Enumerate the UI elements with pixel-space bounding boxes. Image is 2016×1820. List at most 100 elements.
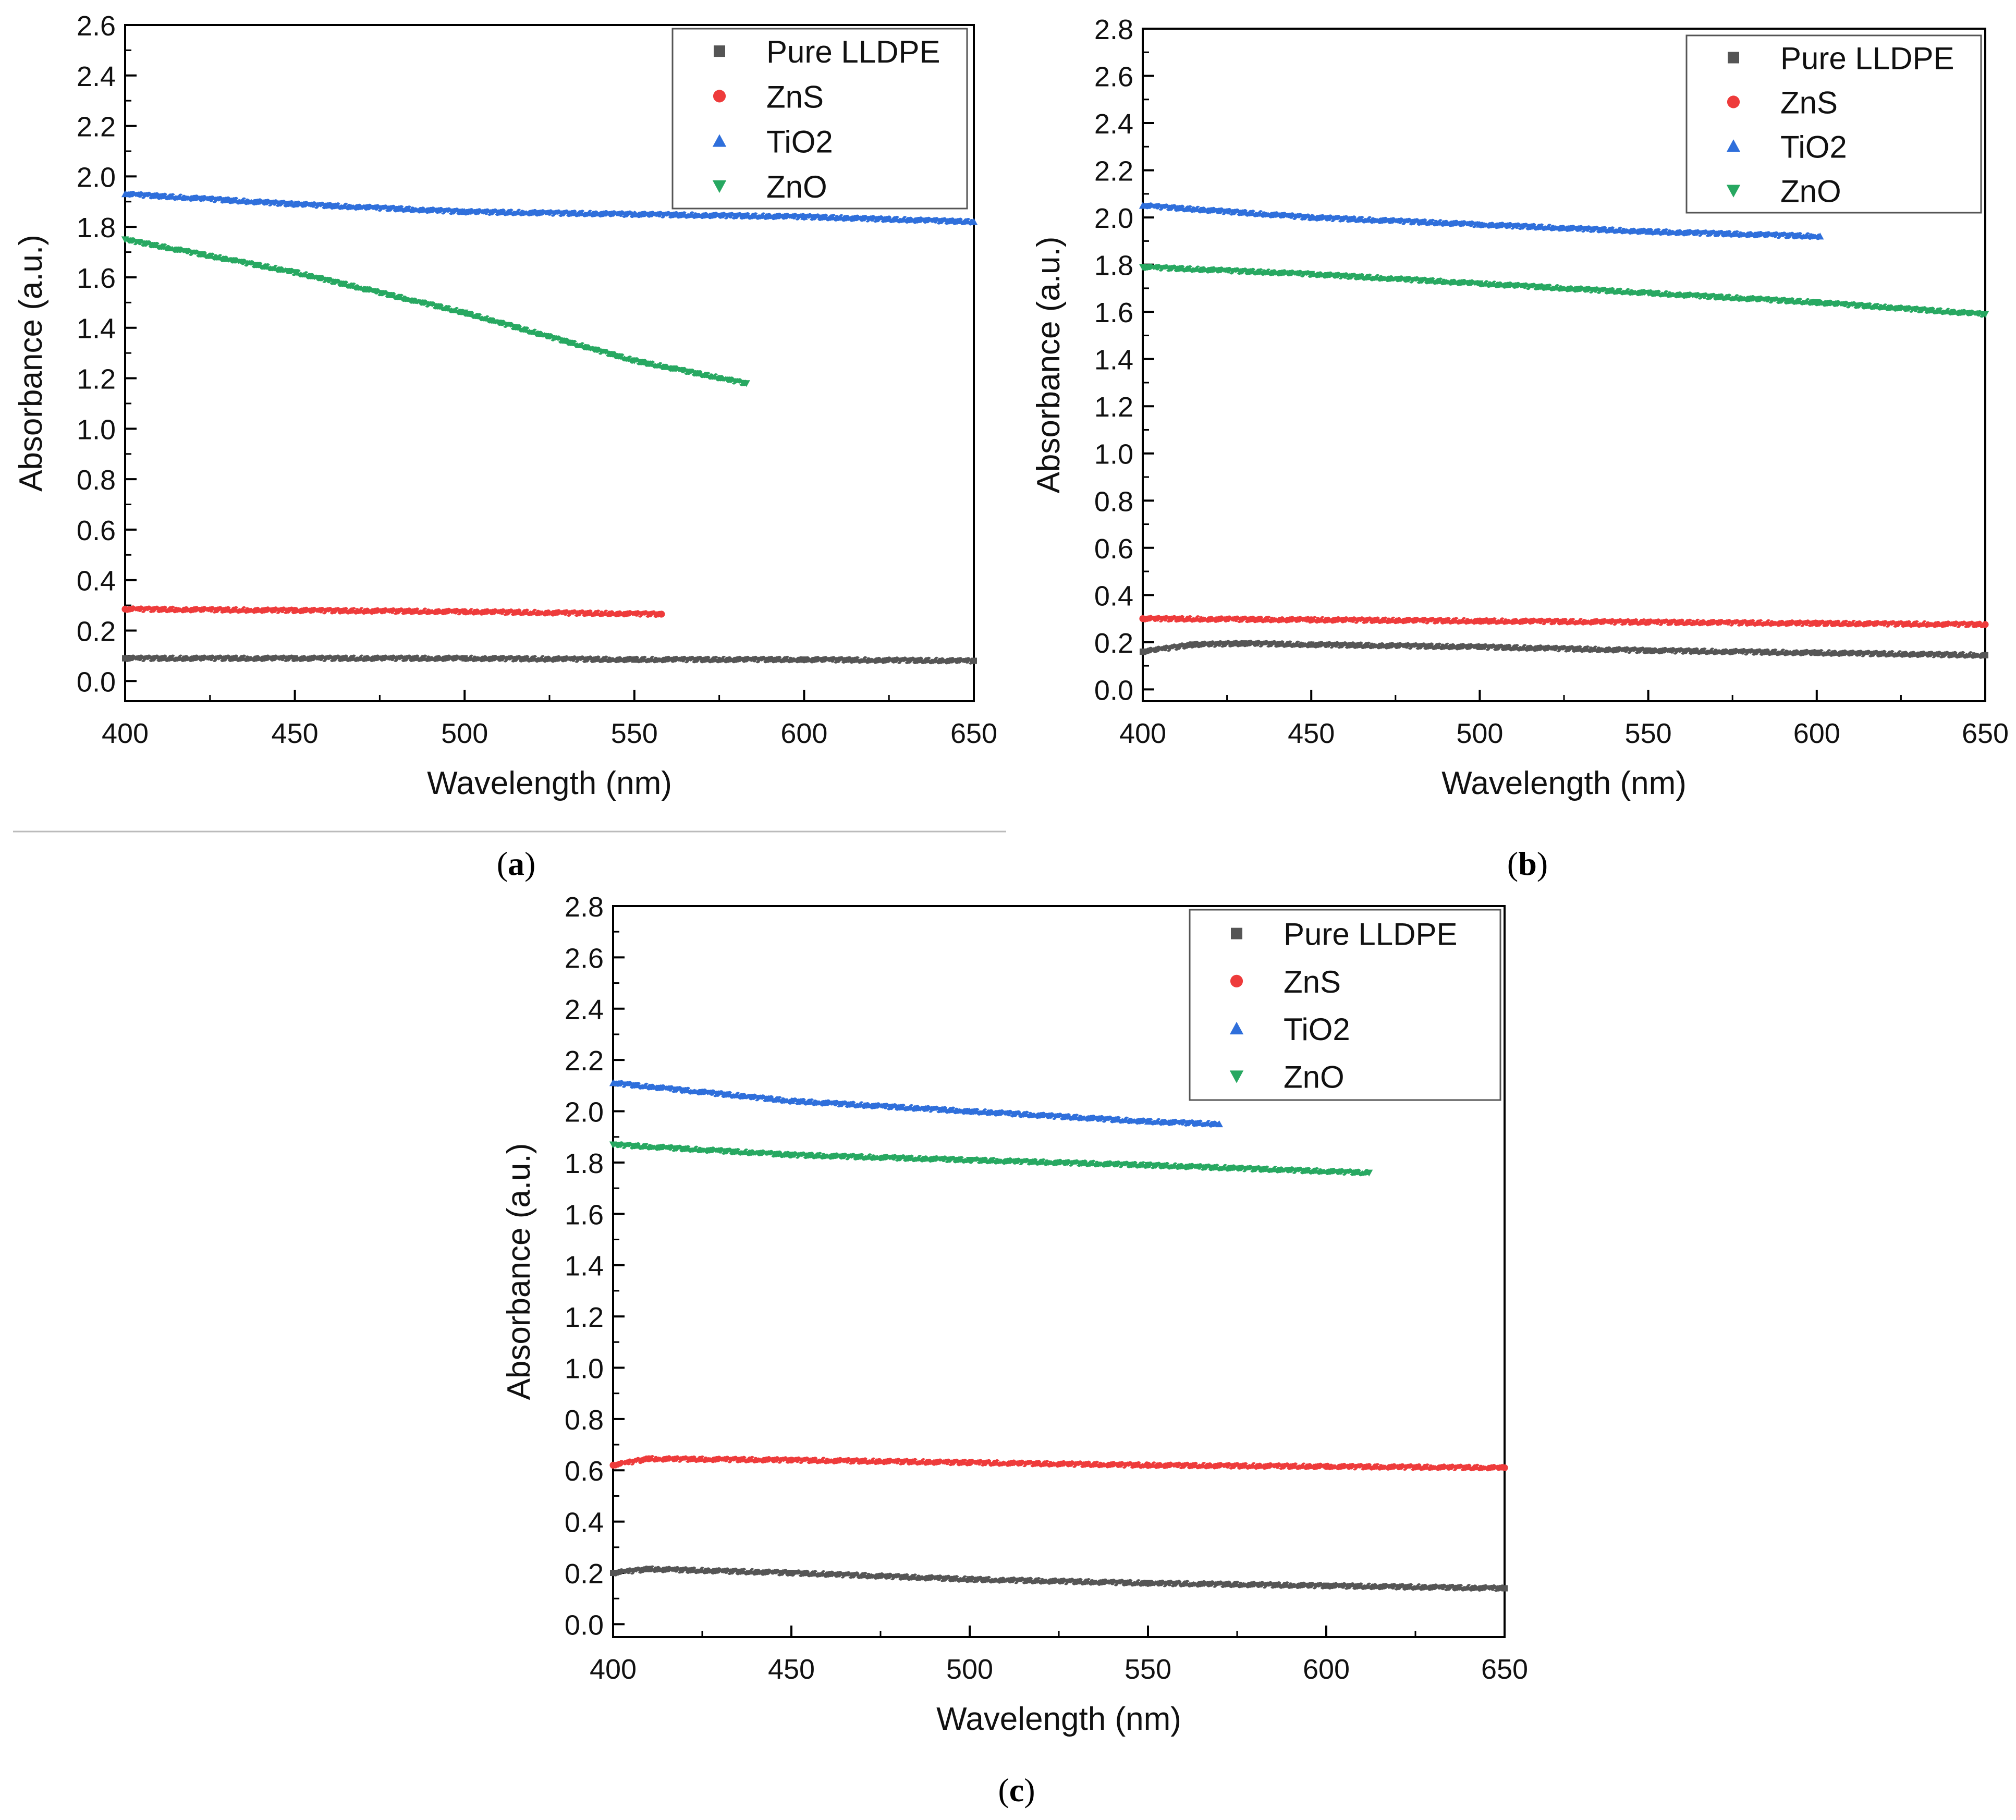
- data-point-b: [1982, 621, 1989, 628]
- legend-label-b: ZnS: [1780, 85, 1838, 120]
- y-tick-label-b: 1.4: [1094, 345, 1133, 376]
- x-axis-label-c: Wavelength (nm): [936, 1701, 1181, 1737]
- x-tick-label-b: 400: [1119, 718, 1166, 749]
- y-tick-label-c: 0.8: [565, 1404, 604, 1436]
- x-tick-label-b: 450: [1288, 718, 1335, 749]
- data-point-c: [645, 1566, 652, 1572]
- x-tick-label-c: 400: [590, 1654, 637, 1685]
- series-trace-c: [611, 1141, 1371, 1177]
- legend-box-b: [1685, 34, 1982, 214]
- caption-b: (b): [1507, 845, 1548, 882]
- y-tick-label-a: 1.6: [77, 263, 116, 294]
- legend-label-c: TiO2: [1284, 1012, 1350, 1047]
- y-tick-label-a: 0.0: [77, 666, 116, 698]
- series-c-zns: [609, 1455, 1508, 1472]
- x-tick-label-a: 450: [272, 718, 319, 749]
- y-tick-label-b: 2.6: [1094, 62, 1133, 93]
- data-point-b: [1644, 228, 1652, 235]
- data-point-c: [788, 1456, 795, 1464]
- y-tick-label-c: 0.0: [565, 1609, 604, 1641]
- y-tick-label-b: 0.2: [1094, 628, 1133, 659]
- data-point-c: [609, 1079, 617, 1086]
- legend-marker-a: [714, 45, 725, 57]
- data-point-b: [1139, 615, 1146, 622]
- y-tick-label-c: 1.4: [565, 1251, 604, 1282]
- series-a-zno: [121, 236, 750, 387]
- data-point-a: [970, 218, 978, 225]
- series-a-zns: [121, 605, 665, 618]
- series-a-pure-lldpe: [122, 654, 977, 665]
- y-tick-label-a: 1.0: [77, 414, 116, 445]
- caption-b-open: (: [1507, 845, 1518, 882]
- data-point-c: [1501, 1585, 1508, 1592]
- legend-marker-c: [1229, 1021, 1244, 1035]
- panel-a: 0.0 0.2 0.4 0.6 0.8 1.0 1.2 1.4 1.6 1.8 2.0 2.2 2.4 2…: [13, 10, 997, 801]
- data-point-b: [1308, 213, 1315, 221]
- legend-label-b: ZnO: [1780, 174, 1841, 209]
- caption-a-open: (: [497, 845, 508, 882]
- legend-marker-c: [1230, 974, 1243, 987]
- data-point-b: [1981, 311, 1989, 318]
- y-tick-label-b: 1.6: [1094, 297, 1133, 328]
- data-point-a: [631, 656, 638, 663]
- series-trace-c: [611, 1455, 1506, 1472]
- data-point-b: [1645, 618, 1652, 626]
- legend-label-c: ZnO: [1284, 1059, 1345, 1094]
- legend-marker-b: [1726, 185, 1741, 198]
- y-tick-label-c: 0.2: [565, 1558, 604, 1590]
- data-point-b: [1813, 650, 1820, 656]
- data-point-c: [788, 1570, 795, 1577]
- data-point-c: [645, 1455, 652, 1462]
- y-tick-label-b: 1.0: [1094, 439, 1133, 470]
- legend-label-a: TiO2: [766, 125, 833, 160]
- data-point-b: [1139, 264, 1147, 271]
- x-tick-label-a: 650: [950, 718, 997, 749]
- legend-label-a: ZnS: [766, 79, 824, 114]
- y-tick-label-a: 1.2: [77, 364, 116, 395]
- x-tick-label-b: 650: [1962, 718, 2009, 749]
- y-tick-label-a: 0.6: [77, 515, 116, 546]
- y-tick-label-a: 1.8: [77, 212, 116, 243]
- data-point-b: [1476, 643, 1483, 650]
- series-b-pure-lldpe: [1140, 640, 1988, 659]
- y-tick-label-b: 2.0: [1094, 203, 1133, 234]
- data-point-b: [1476, 280, 1484, 288]
- legend-marker-a: [712, 180, 727, 193]
- legend-label-a: ZnO: [766, 169, 827, 204]
- y-axis-label-c: Absorbance (a.u.): [501, 1143, 537, 1400]
- data-point-b: [1308, 616, 1315, 624]
- data-point-a: [121, 190, 129, 198]
- data-point-b: [1140, 648, 1146, 655]
- series-trace-b: [1141, 640, 1987, 659]
- legend-marker-b: [1727, 95, 1740, 108]
- caption-a-letter: a: [508, 845, 524, 882]
- series-trace-b: [1141, 615, 1987, 628]
- data-point-b: [1476, 617, 1483, 625]
- y-tick-label-a: 2.0: [77, 162, 116, 193]
- data-point-a: [461, 655, 468, 662]
- data-point-c: [1501, 1464, 1508, 1471]
- y-tick-label-b: 0.6: [1094, 533, 1133, 565]
- legend-marker-c: [1231, 927, 1242, 939]
- data-point-c: [609, 1461, 617, 1469]
- caption-c: (c): [998, 1772, 1035, 1809]
- data-point-c: [1323, 1463, 1330, 1470]
- y-tick-label-a: 1.4: [77, 313, 116, 345]
- series-a-tio2: [121, 190, 978, 226]
- y-tick-label-b: 0.8: [1094, 486, 1133, 517]
- y-tick-label-c: 2.6: [565, 943, 604, 974]
- y-tick-label-a: 2.4: [77, 61, 116, 92]
- data-point-b: [1139, 202, 1147, 209]
- caption-b-close: ): [1537, 845, 1548, 882]
- y-tick-label-c: 0.4: [565, 1507, 604, 1538]
- x-tick-label-a: 500: [441, 718, 488, 749]
- legend-a: Pure LLDPE ZnS TiO2 ZnO: [671, 28, 968, 210]
- data-point-c: [966, 1107, 974, 1115]
- x-tick-label-b: 500: [1456, 718, 1503, 749]
- data-point-a: [461, 608, 468, 615]
- data-point-a: [658, 610, 665, 618]
- data-point-a: [801, 656, 808, 663]
- y-tick-label-a: 0.2: [77, 616, 116, 647]
- data-point-b: [1240, 640, 1247, 647]
